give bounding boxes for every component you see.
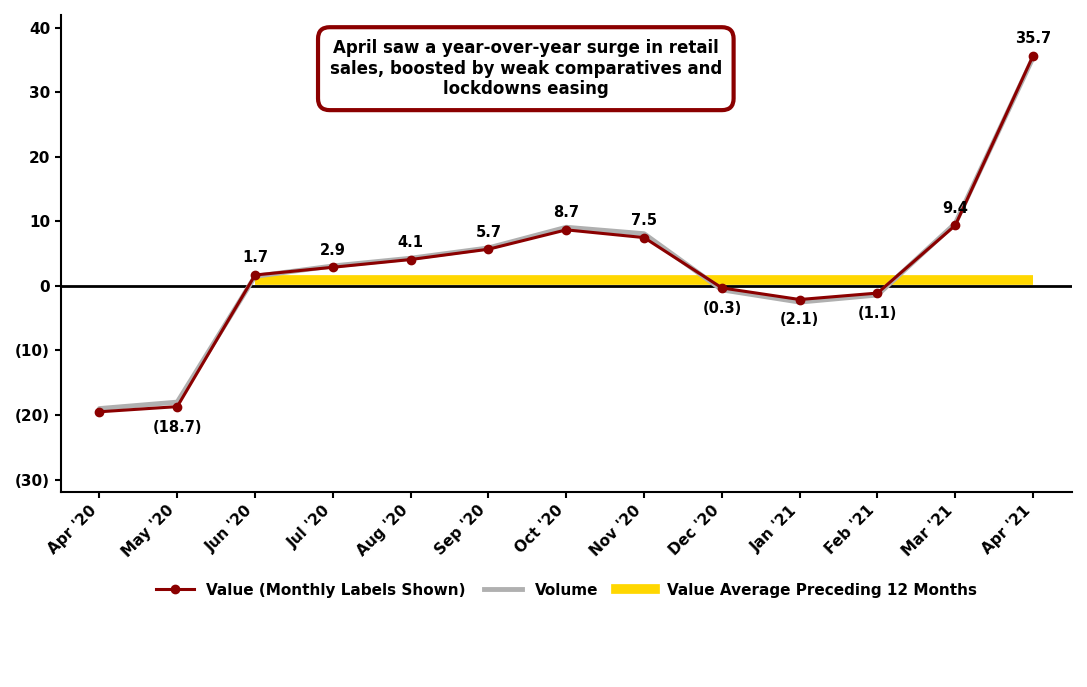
Text: 1.7: 1.7 xyxy=(242,250,268,265)
Text: 35.7: 35.7 xyxy=(1015,31,1051,46)
Text: (2.1): (2.1) xyxy=(780,313,820,328)
Text: 8.7: 8.7 xyxy=(553,205,579,220)
Text: (18.7): (18.7) xyxy=(152,420,202,434)
Text: 5.7: 5.7 xyxy=(475,225,501,240)
Legend: Value (Monthly Labels Shown), Volume, Value Average Preceding 12 Months: Value (Monthly Labels Shown), Volume, Va… xyxy=(150,577,983,604)
Text: April saw a year-over-year surge in retail
sales, boosted by weak comparatives a: April saw a year-over-year surge in reta… xyxy=(329,39,722,98)
Text: 7.5: 7.5 xyxy=(632,213,657,228)
Text: (0.3): (0.3) xyxy=(702,301,741,316)
Text: 4.1: 4.1 xyxy=(398,235,424,250)
Text: 9.4: 9.4 xyxy=(942,201,969,216)
Text: (1.1): (1.1) xyxy=(858,306,897,321)
Text: 2.9: 2.9 xyxy=(320,243,346,258)
